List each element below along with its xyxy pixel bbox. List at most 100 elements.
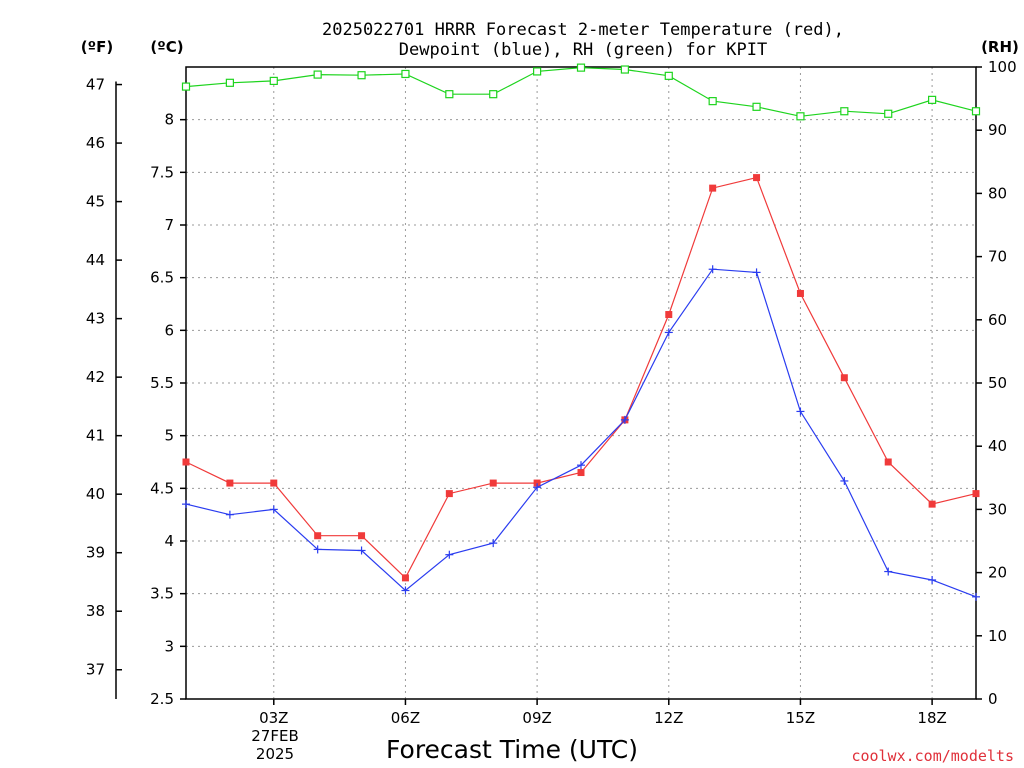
fahrenheit-unit-label: (ºF)	[81, 38, 113, 56]
rh-data-point	[752, 102, 761, 111]
plot-frame	[185, 66, 977, 700]
celsius-tick-label: 7.5	[150, 163, 174, 181]
rh-data-point	[840, 107, 849, 116]
celsius-tick-label: 4	[164, 532, 174, 550]
dewpoint-data-point	[401, 586, 410, 595]
temperature-data-point	[182, 458, 190, 466]
rh-tick-label: 0	[988, 690, 998, 708]
rh-data-point	[357, 71, 366, 80]
dewpoint-data-point	[225, 510, 234, 519]
rh-tick-label: 80	[988, 184, 1007, 202]
celsius-tick-label: 7	[164, 216, 174, 234]
temperature-data-point	[709, 184, 717, 192]
celsius-tick-label: 3.5	[150, 585, 174, 603]
fahrenheit-tick-label: 44	[86, 251, 105, 269]
x-date-line-2: 2025	[256, 745, 294, 763]
x-tick-label: 12Z	[654, 709, 683, 727]
temperature-data-point	[489, 479, 497, 487]
temperature-data-point	[533, 479, 541, 487]
rh-data-point	[445, 90, 454, 99]
rh-unit-label: (RH)	[981, 38, 1019, 56]
rh-data-point	[796, 112, 805, 121]
temperature-data-point	[753, 174, 761, 182]
rh-data-point	[225, 78, 234, 87]
rh-data-point	[971, 107, 981, 116]
celsius-tick-label: 4.5	[150, 479, 174, 497]
fahrenheit-tick-label: 37	[86, 661, 105, 679]
rh-tick-label: 100	[988, 58, 1017, 76]
rh-tick-label: 70	[988, 248, 1007, 266]
dewpoint-data-point	[928, 575, 937, 584]
chart-title-line-1: 2025022701 HRRR Forecast 2-meter Tempera…	[322, 20, 844, 40]
dewpoint-data-point	[533, 483, 542, 492]
rh-tick-label: 60	[988, 311, 1007, 329]
temperature-series-line	[185, 176, 977, 579]
dewpoint-data-point	[796, 407, 805, 416]
dewpoint-data-point	[577, 461, 585, 470]
x-tick-label: 18Z	[917, 709, 946, 727]
rh-data-point	[884, 109, 893, 118]
x-tick-label: 06Z	[391, 709, 420, 727]
temperature-data-point	[840, 374, 848, 382]
dewpoint-data-point	[357, 546, 366, 555]
credit-link[interactable]: coolwx.com/modelts	[851, 747, 1014, 765]
data-series	[181, 63, 981, 601]
temperature-data-point	[401, 574, 409, 582]
celsius-tick-label: 6	[164, 321, 174, 339]
rh-data-point	[533, 67, 542, 76]
tick-labels: 37 38 39 40 41 42 43 44 45 46 47 2.5 3 3.5 4 4.5 5 5.5 6 6.…	[86, 58, 1017, 727]
rh-tick-label: 90	[988, 121, 1007, 139]
dewpoint-data-point	[620, 415, 629, 424]
dewpoint-data-point	[269, 505, 278, 514]
temperature-data-point	[928, 500, 936, 508]
fahrenheit-tick-label: 43	[86, 310, 105, 328]
rh-tick-label: 40	[988, 437, 1007, 455]
x-tick-label: 15Z	[786, 709, 815, 727]
celsius-tick-label: 8	[164, 111, 174, 129]
rh-data-point	[181, 82, 191, 91]
dewpoint-data-point	[972, 592, 980, 601]
rh-tick-label: 10	[988, 627, 1007, 645]
rh-tick-label: 50	[988, 374, 1007, 392]
fahrenheit-tick-label: 47	[86, 76, 105, 94]
celsius-tick-label: 5	[164, 427, 174, 445]
dewpoint-data-point	[182, 500, 190, 509]
grid-lines	[186, 67, 976, 700]
chart-title-line-2: Dewpoint (blue), RH (green) for KPIT	[399, 40, 767, 60]
dewpoint-data-point	[884, 567, 893, 576]
fahrenheit-tick-label: 46	[86, 134, 105, 152]
rh-data-point	[928, 95, 937, 104]
fahrenheit-tick-label: 38	[86, 602, 105, 620]
dewpoint-data-point	[840, 476, 849, 485]
x-axis-title: Forecast Time (UTC)	[386, 735, 638, 764]
temperature-data-point	[226, 479, 234, 487]
dewpoint-data-point	[752, 268, 761, 277]
temperature-data-point	[358, 532, 366, 540]
temperature-data-point	[314, 532, 322, 540]
celsius-tick-label: 3	[164, 637, 174, 655]
dewpoint-data-point	[708, 265, 717, 274]
rh-data-point	[401, 69, 410, 79]
dewpoint-data-point	[445, 550, 454, 559]
celsius-tick-label: 5.5	[150, 374, 174, 392]
rh-data-point	[620, 65, 629, 74]
temperature-data-point	[665, 311, 673, 319]
rh-series-line	[185, 66, 977, 117]
rh-tick-label: 20	[988, 564, 1007, 582]
celsius-unit-label: (ºC)	[150, 38, 183, 56]
temperature-data-point	[796, 289, 804, 297]
x-tick-label: 03Z	[259, 709, 288, 727]
x-tick-label: 09Z	[522, 709, 551, 727]
rh-data-point	[313, 70, 322, 79]
dewpoint-data-point	[664, 328, 673, 337]
temperature-data-point	[577, 469, 585, 477]
fahrenheit-tick-label: 42	[86, 368, 105, 386]
celsius-tick-label: 2.5	[150, 690, 174, 708]
rh-data-point	[489, 90, 498, 99]
temperature-data-point	[445, 490, 453, 498]
rh-data-point	[708, 97, 717, 106]
dewpoint-data-point	[313, 545, 322, 554]
dewpoint-data-point	[489, 539, 498, 548]
fahrenheit-tick-label: 39	[86, 544, 105, 562]
